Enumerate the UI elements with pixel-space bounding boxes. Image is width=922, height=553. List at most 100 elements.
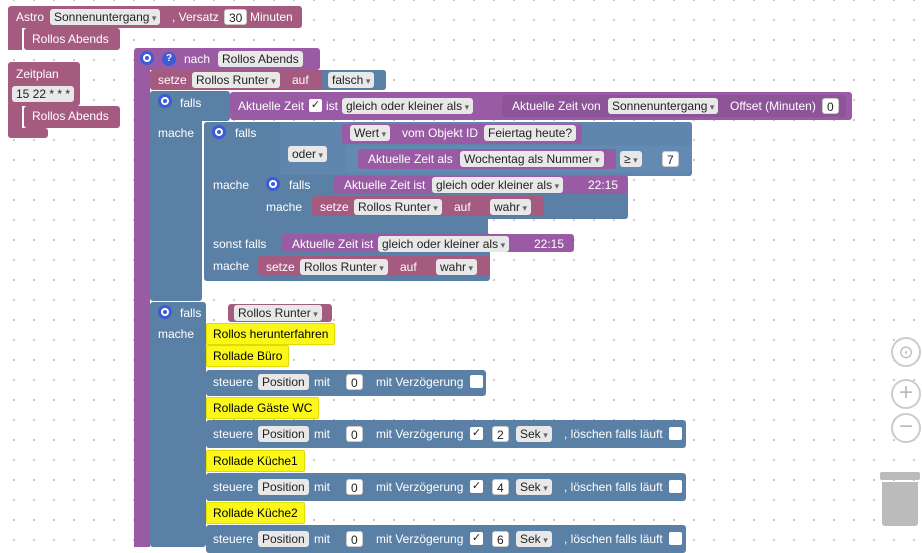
verzoegerung-label-2: mit Verzögerung	[376, 427, 464, 441]
value-input-1[interactable]: 0	[346, 374, 363, 390]
nested-if-gear-icon[interactable]	[266, 177, 280, 191]
setze-var-dropdown-2[interactable]: Rollos Runter	[354, 199, 442, 215]
falls-label-outer: falls	[180, 96, 202, 110]
trash-icon[interactable]	[880, 468, 920, 528]
clear-checkbox-4[interactable]	[669, 532, 682, 545]
delay-input-2[interactable]: 2	[492, 426, 509, 442]
delay-checkbox-3[interactable]: ✓	[470, 480, 483, 493]
steuere-label-2: steuere	[213, 427, 254, 441]
position-field-1[interactable]: Position	[258, 374, 309, 390]
time-checkbox[interactable]: ✓	[309, 99, 322, 112]
value-input-3[interactable]: 0	[346, 479, 363, 495]
falls-label-second: falls	[180, 306, 202, 320]
zeitplan-foot	[8, 128, 48, 138]
mache-label-nested: mache	[266, 200, 303, 214]
sonst-falls-label: sonst falls	[213, 237, 267, 251]
versatz-label: , Versatz	[172, 10, 219, 24]
delay-input-4[interactable]: 6	[492, 531, 509, 547]
nach-label: nach	[184, 52, 211, 66]
aktuelle-zeit-als-label: Aktuelle Zeit als	[368, 152, 453, 166]
wahr-dropdown-1[interactable]: wahr	[490, 199, 532, 215]
compare-op-dropdown-2[interactable]: gleich oder kleiner als	[432, 177, 564, 193]
aktuelle-zeit-ist-label-2: Aktuelle Zeit ist	[292, 237, 374, 251]
position-field-4[interactable]: Position	[258, 531, 309, 547]
compare-op-dropdown-3[interactable]: gleich oder kleiner als	[378, 236, 510, 252]
clear-checkbox-3[interactable]	[669, 480, 682, 493]
steuere-label-1: steuere	[213, 375, 254, 389]
setze-label-1: setze	[158, 73, 187, 87]
or-dropdown[interactable]: oder	[288, 146, 328, 162]
procedure-spine	[134, 66, 150, 547]
astro-event-dropdown-2[interactable]: Sonnenuntergang	[608, 98, 719, 114]
unit-dropdown-4[interactable]: Sek	[516, 531, 552, 547]
setze-label-2: setze	[320, 200, 349, 214]
zoom-out-icon[interactable]: −	[891, 413, 921, 443]
zeitplan-input[interactable]: 15 22 * * *	[12, 86, 75, 102]
delay-input-3[interactable]: 4	[492, 479, 509, 495]
vom-objekt-label: vom Objekt ID	[402, 126, 479, 140]
steuere-label-3: steuere	[213, 480, 254, 494]
object-id-field[interactable]: Feiertag heute?	[484, 125, 577, 141]
position-field-3[interactable]: Position	[258, 479, 309, 495]
time-value-1: 22:15	[588, 178, 619, 192]
rollos-abends-label-1: Rollos Abends	[32, 32, 109, 46]
mit-label-2: mit	[314, 427, 330, 441]
zoom-in-icon[interactable]: +	[891, 379, 921, 409]
delay-checkbox-4[interactable]: ✓	[470, 532, 483, 545]
mache-label-outer: mache	[158, 126, 195, 140]
gte-dropdown[interactable]: ≥	[620, 151, 642, 167]
setze-var-dropdown-3[interactable]: Rollos Runter	[300, 259, 388, 275]
time-value-2: 22:15	[534, 237, 565, 251]
inner-if-gear-icon[interactable]	[212, 125, 226, 139]
verzoegerung-label-1: mit Verzögerung	[376, 375, 464, 389]
rollos-abends-call-2[interactable]	[24, 106, 120, 128]
position-field-2[interactable]: Position	[258, 426, 309, 442]
comment-herunterfahren[interactable]: Rollos herunterfahren	[206, 323, 336, 345]
comment-kueche1[interactable]: Rollade Küche1	[206, 450, 305, 472]
setze-var-dropdown-1[interactable]: Rollos Runter	[192, 72, 280, 88]
auf-label-3: auf	[400, 260, 417, 274]
second-if-gear-icon[interactable]	[158, 305, 172, 319]
if-block-outer[interactable]	[150, 91, 202, 301]
clear-checkbox-2[interactable]	[669, 427, 682, 440]
astro-label: Astro	[16, 10, 45, 24]
comment-kueche2[interactable]: Rollade Küche2	[206, 502, 305, 524]
if-gear-icon[interactable]	[158, 94, 172, 108]
rollos-runter-var-dropdown[interactable]: Rollos Runter	[234, 305, 322, 321]
falsch-dropdown[interactable]: falsch	[328, 72, 375, 88]
wahr-dropdown-2[interactable]: wahr	[436, 259, 478, 275]
compare-op-dropdown[interactable]: gleich oder kleiner als	[342, 98, 474, 114]
falls-label-nested: falls	[289, 178, 311, 192]
falls-label-inner: falls	[235, 126, 257, 140]
unit-dropdown-3[interactable]: Sek	[516, 479, 552, 495]
offset-input[interactable]: 0	[822, 98, 839, 114]
procedure-name-field[interactable]: Rollos Abends	[218, 51, 303, 67]
unit-dropdown-2[interactable]: Sek	[516, 426, 552, 442]
verzoegerung-label-4: mit Verzögerung	[376, 532, 464, 546]
comment-buero[interactable]: Rollade Büro	[206, 345, 290, 367]
weekday-number[interactable]: 7	[662, 151, 679, 167]
auf-label-1: auf	[292, 73, 309, 87]
target-icon[interactable]: ⊙	[891, 337, 921, 367]
mit-label-3: mit	[314, 480, 330, 494]
help-icon[interactable]: ?	[162, 52, 176, 66]
mache-label-second: mache	[158, 327, 195, 341]
value-input-4[interactable]: 0	[346, 531, 363, 547]
delay-checkbox-1[interactable]	[470, 375, 483, 388]
mit-label-4: mit	[314, 532, 330, 546]
value-input-2[interactable]: 0	[346, 426, 363, 442]
delay-checkbox-2[interactable]: ✓	[470, 427, 483, 440]
rollos-abends-label-2: Rollos Abends	[32, 109, 109, 123]
comment-gaeste[interactable]: Rollade Gäste WC	[206, 397, 320, 419]
astro-event-dropdown[interactable]: Sonnenuntergang	[50, 9, 161, 25]
loeschen-label-3: , löschen falls läuft	[564, 480, 663, 494]
mache-label-else: mache	[213, 259, 250, 273]
versatz-input[interactable]: 30	[224, 9, 248, 25]
if-block-second[interactable]	[150, 302, 206, 547]
mache-label-inner: mache	[213, 178, 250, 192]
gear-icon[interactable]	[140, 51, 154, 65]
auf-label-2: auf	[454, 200, 471, 214]
rollos-abends-call-1[interactable]	[24, 28, 120, 50]
weekday-dropdown[interactable]: Wochentag als Nummer	[460, 151, 604, 167]
wert-dropdown[interactable]: Wert	[350, 125, 391, 141]
